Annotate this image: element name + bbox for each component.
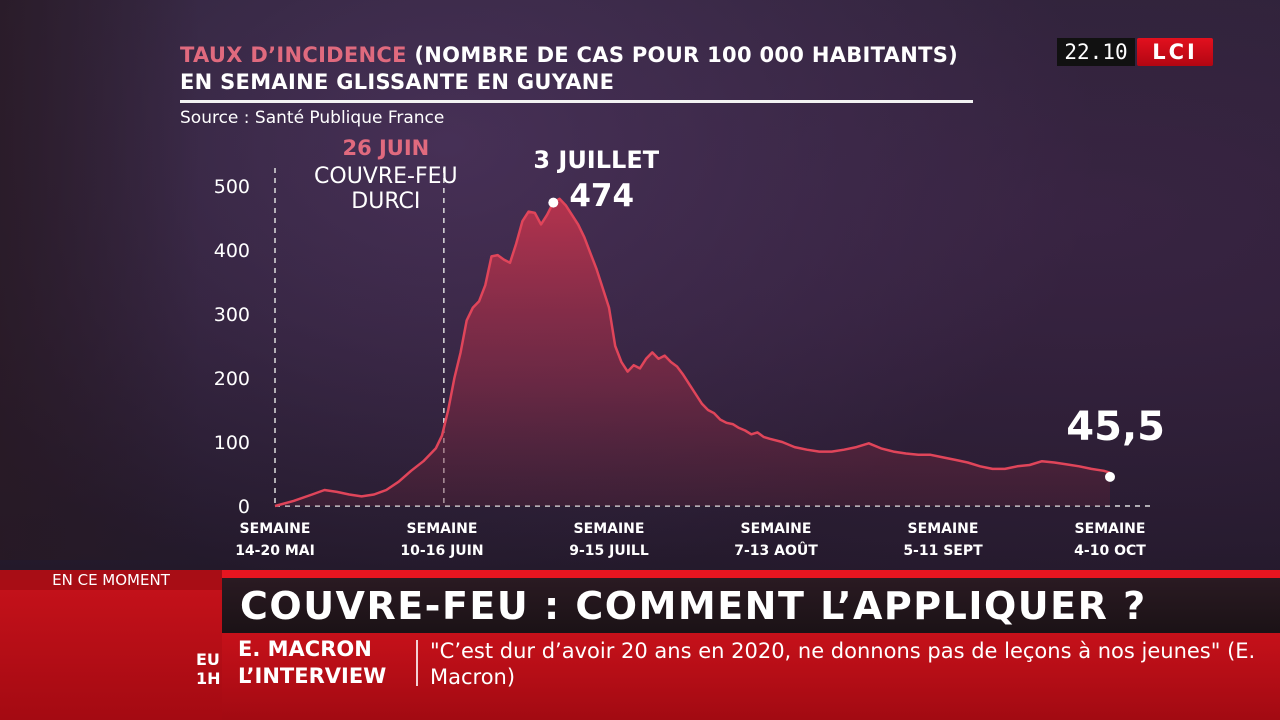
- chart-title: TAUX D’INCIDENCE (NOMBRE DE CAS POUR 100…: [180, 42, 980, 69]
- x-tick-label: 9-15 JUILL: [569, 543, 649, 559]
- x-tick-label: SEMAINE: [574, 521, 645, 537]
- x-tick-label: 7-13 AOÛT: [734, 541, 818, 559]
- headline-bar: [222, 578, 1280, 633]
- y-tick-label: 0: [238, 496, 250, 518]
- latest-value-label: 45,5: [1066, 404, 1165, 450]
- curfew-date-label: 26 JUIN: [342, 136, 429, 160]
- series-area: [275, 198, 1110, 507]
- header-divider: [180, 100, 973, 103]
- live-label: EN CE MOMENT: [0, 570, 222, 590]
- peak-marker: [548, 197, 559, 208]
- x-tick-label: 5-11 SEPT: [903, 543, 983, 559]
- subheadline-bar: [222, 633, 1280, 720]
- broadcast-clock: 22.10: [1057, 38, 1135, 66]
- peak-value-label: 474: [569, 178, 634, 214]
- curfew-label: DURCI: [351, 189, 420, 214]
- ticker-accent-strip: [222, 570, 1280, 578]
- y-tick-label: 100: [214, 432, 250, 454]
- segment-label: E. MACRON L’INTERVIEW: [238, 636, 386, 690]
- incidence-chart: 0 100 200 300 400 500 SEMAINE 14-20 MAI SEMAINE 1…: [214, 136, 1165, 559]
- x-tick-label: SEMAINE: [908, 521, 979, 537]
- segment-label-line2: L’INTERVIEW: [238, 664, 387, 688]
- source-label: Source : Santé Publique France: [180, 108, 445, 128]
- x-tick-label: SEMAINE: [1075, 521, 1146, 537]
- y-tick-label: 200: [214, 368, 250, 390]
- x-tick-label: SEMAINE: [240, 521, 311, 537]
- quote-text: "C’est dur d’avoir 20 ans en 2020, ne do…: [430, 639, 1256, 689]
- background-foliage: [0, 0, 200, 560]
- headline: COUVRE-FEU : COMMENT L’APPLIQUER ?: [240, 584, 1147, 628]
- latest-marker: [1105, 471, 1115, 482]
- curfew-label: COUVRE-FEU: [314, 164, 458, 189]
- title-accent: TAUX D’INCIDENCE: [180, 43, 407, 67]
- y-tick-label: 400: [214, 240, 250, 262]
- series-line: [274, 197, 1111, 508]
- ticker-left-text: EU 1H: [196, 650, 221, 688]
- x-tick-label: 14-20 MAI: [235, 543, 315, 559]
- ticker-left-panel: [0, 570, 222, 720]
- chart-header: TAUX D’INCIDENCE (NOMBRE DE CAS POUR 100…: [180, 42, 980, 128]
- peak-date-label: 3 JUILLET: [533, 146, 659, 174]
- segment-label-line1: E. MACRON: [238, 637, 372, 661]
- x-tick-label: SEMAINE: [741, 521, 812, 537]
- title-rest: (NOMBRE DE CAS POUR 100 000 HABITANTS): [406, 43, 959, 67]
- chart-subtitle: EN SEMAINE GLISSANTE EN GUYANE: [180, 70, 615, 94]
- segment-separator: [416, 640, 418, 686]
- x-tick-label: 4-10 OCT: [1074, 543, 1146, 559]
- x-tick-label: 10-16 JUIN: [400, 543, 483, 559]
- y-tick-label: 500: [214, 176, 250, 198]
- y-tick-label: 300: [214, 304, 250, 326]
- channel-logo: LCI: [1137, 38, 1213, 66]
- x-tick-label: SEMAINE: [407, 521, 478, 537]
